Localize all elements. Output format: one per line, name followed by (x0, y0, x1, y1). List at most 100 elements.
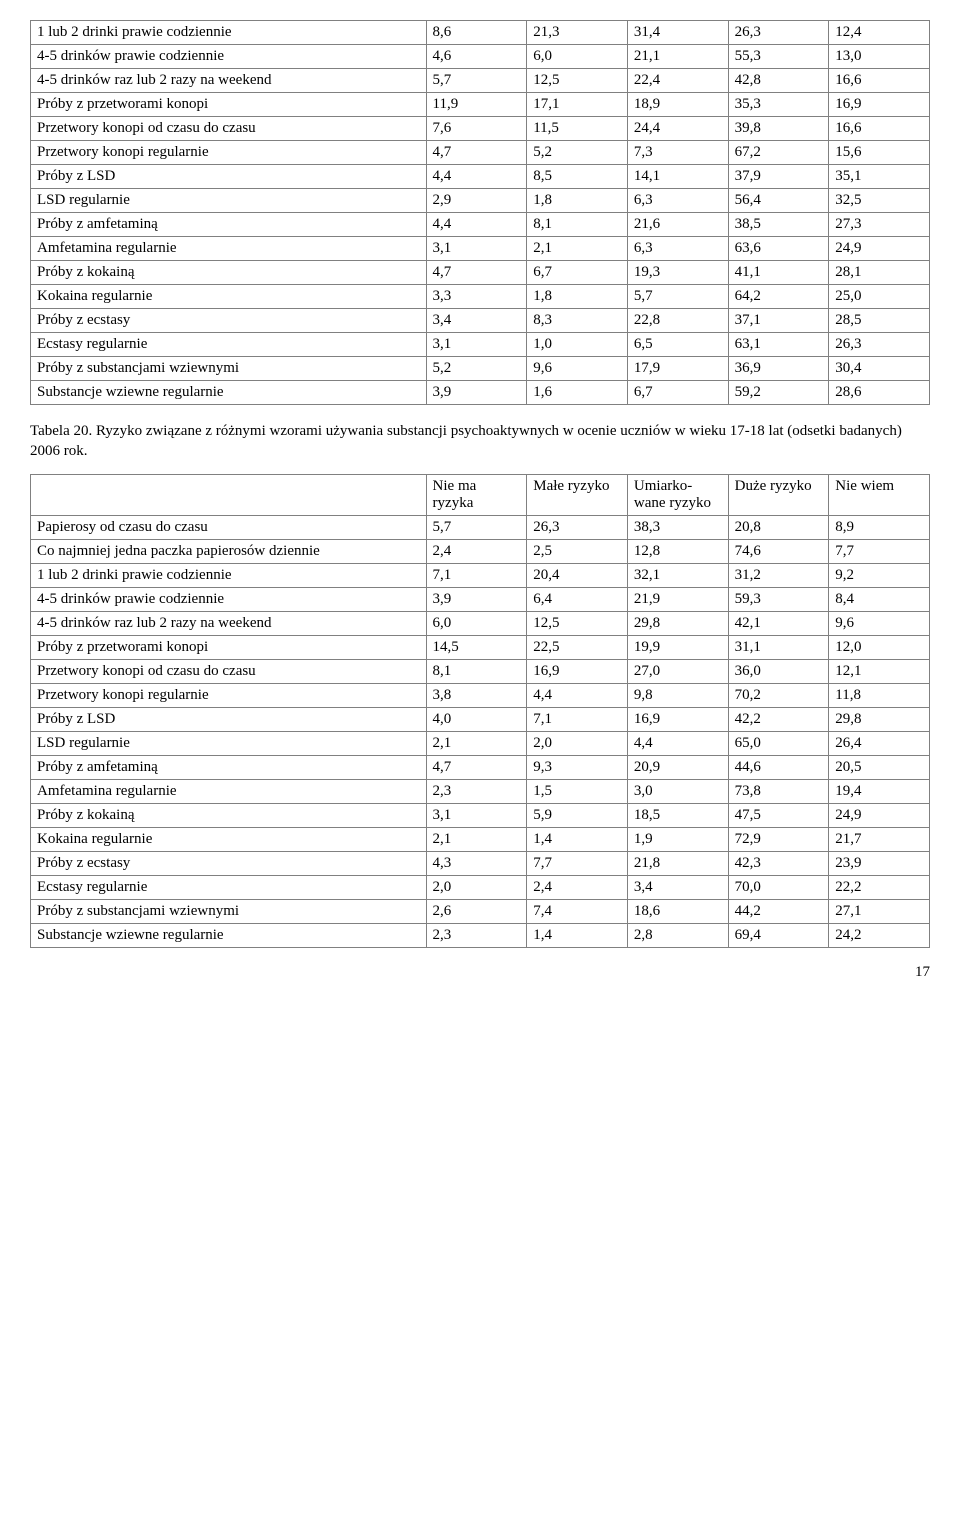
cell-value: 21,6 (627, 213, 728, 237)
cell-value: 67,2 (728, 141, 829, 165)
row-label: Amfetamina regularnie (31, 779, 427, 803)
cell-value: 2,4 (527, 875, 628, 899)
cell-value: 1,9 (627, 827, 728, 851)
header-row: Nie ma ryzykaMałe ryzykoUmiarko-wane ryz… (31, 474, 930, 515)
cell-value: 7,4 (527, 899, 628, 923)
cell-value: 1,4 (527, 923, 628, 947)
cell-value: 12,8 (627, 539, 728, 563)
cell-value: 20,8 (728, 515, 829, 539)
row-label: Próby z przetworami konopi (31, 93, 427, 117)
cell-value: 41,1 (728, 261, 829, 285)
cell-value: 4,4 (527, 683, 628, 707)
row-label: Próby z ecstasy (31, 309, 427, 333)
cell-value: 1,8 (527, 285, 628, 309)
cell-value: 6,3 (627, 237, 728, 261)
cell-value: 8,3 (527, 309, 628, 333)
row-label: LSD regularnie (31, 731, 427, 755)
table-row: 1 lub 2 drinki prawie codziennie7,120,43… (31, 563, 930, 587)
cell-value: 1,8 (527, 189, 628, 213)
row-label: Kokaina regularnie (31, 827, 427, 851)
table-row: Próby z substancjami wziewnymi5,29,617,9… (31, 357, 930, 381)
cell-value: 65,0 (728, 731, 829, 755)
cell-value: 7,7 (829, 539, 930, 563)
table-row: Przetwory konopi od czasu do czasu8,116,… (31, 659, 930, 683)
cell-value: 22,4 (627, 69, 728, 93)
cell-value: 18,6 (627, 899, 728, 923)
cell-value: 8,4 (829, 587, 930, 611)
cell-value: 11,9 (426, 93, 527, 117)
cell-value: 9,6 (527, 357, 628, 381)
cell-value: 74,6 (728, 539, 829, 563)
cell-value: 5,2 (527, 141, 628, 165)
row-label: Przetwory konopi regularnie (31, 141, 427, 165)
cell-value: 6,7 (527, 261, 628, 285)
table-row: Amfetamina regularnie2,31,53,073,819,4 (31, 779, 930, 803)
cell-value: 2,6 (426, 899, 527, 923)
cell-value: 3,1 (426, 803, 527, 827)
row-label: 4-5 drinków prawie codziennie (31, 45, 427, 69)
cell-value: 5,9 (527, 803, 628, 827)
row-label: Substancje wziewne regularnie (31, 923, 427, 947)
cell-value: 37,1 (728, 309, 829, 333)
cell-value: 31,1 (728, 635, 829, 659)
cell-value: 21,3 (527, 21, 628, 45)
cell-value: 2,1 (527, 237, 628, 261)
table-row: 4-5 drinków prawie codziennie3,96,421,95… (31, 587, 930, 611)
cell-value: 56,4 (728, 189, 829, 213)
row-label: Próby z kokainą (31, 803, 427, 827)
cell-value: 20,9 (627, 755, 728, 779)
row-label: Przetwory konopi regularnie (31, 683, 427, 707)
cell-value: 26,3 (527, 515, 628, 539)
column-header: Małe ryzyko (527, 474, 628, 515)
table-row: Substancje wziewne regularnie2,31,42,869… (31, 923, 930, 947)
cell-value: 14,5 (426, 635, 527, 659)
cell-value: 2,8 (627, 923, 728, 947)
cell-value: 24,9 (829, 803, 930, 827)
cell-value: 4,7 (426, 755, 527, 779)
cell-value: 8,1 (426, 659, 527, 683)
cell-value: 6,4 (527, 587, 628, 611)
cell-value: 16,6 (829, 117, 930, 141)
cell-value: 19,3 (627, 261, 728, 285)
cell-value: 7,3 (627, 141, 728, 165)
cell-value: 1,5 (527, 779, 628, 803)
cell-value: 24,4 (627, 117, 728, 141)
cell-value: 26,4 (829, 731, 930, 755)
cell-value: 18,5 (627, 803, 728, 827)
row-label: Co najmniej jedna paczka papierosów dzie… (31, 539, 427, 563)
column-header (31, 474, 427, 515)
row-label: Przetwory konopi od czasu do czasu (31, 117, 427, 141)
cell-value: 11,8 (829, 683, 930, 707)
cell-value: 19,9 (627, 635, 728, 659)
table-row: Przetwory konopi regularnie3,84,49,870,2… (31, 683, 930, 707)
cell-value: 3,1 (426, 237, 527, 261)
table-row: LSD regularnie2,91,86,356,432,5 (31, 189, 930, 213)
cell-value: 16,6 (829, 69, 930, 93)
cell-value: 17,1 (527, 93, 628, 117)
cell-value: 7,6 (426, 117, 527, 141)
table-row: 4-5 drinków raz lub 2 razy na weekend5,7… (31, 69, 930, 93)
cell-value: 28,5 (829, 309, 930, 333)
table-row: Próby z ecstasy3,48,322,837,128,5 (31, 309, 930, 333)
cell-value: 31,4 (627, 21, 728, 45)
cell-value: 6,3 (627, 189, 728, 213)
cell-value: 8,6 (426, 21, 527, 45)
cell-value: 27,0 (627, 659, 728, 683)
row-label: Substancje wziewne regularnie (31, 381, 427, 405)
row-label: Przetwory konopi od czasu do czasu (31, 659, 427, 683)
cell-value: 16,9 (627, 707, 728, 731)
cell-value: 2,3 (426, 923, 527, 947)
table-row: Kokaina regularnie2,11,41,972,921,7 (31, 827, 930, 851)
cell-value: 32,5 (829, 189, 930, 213)
table-row: 1 lub 2 drinki prawie codziennie8,621,33… (31, 21, 930, 45)
cell-value: 4,4 (627, 731, 728, 755)
table-1: 1 lub 2 drinki prawie codziennie8,621,33… (30, 20, 930, 405)
row-label: Papierosy od czasu do czasu (31, 515, 427, 539)
cell-value: 23,9 (829, 851, 930, 875)
table-row: Próby z LSD4,07,116,942,229,8 (31, 707, 930, 731)
cell-value: 22,2 (829, 875, 930, 899)
cell-value: 9,8 (627, 683, 728, 707)
cell-value: 59,2 (728, 381, 829, 405)
table-row: Próby z kokainą3,15,918,547,524,9 (31, 803, 930, 827)
cell-value: 4,7 (426, 261, 527, 285)
